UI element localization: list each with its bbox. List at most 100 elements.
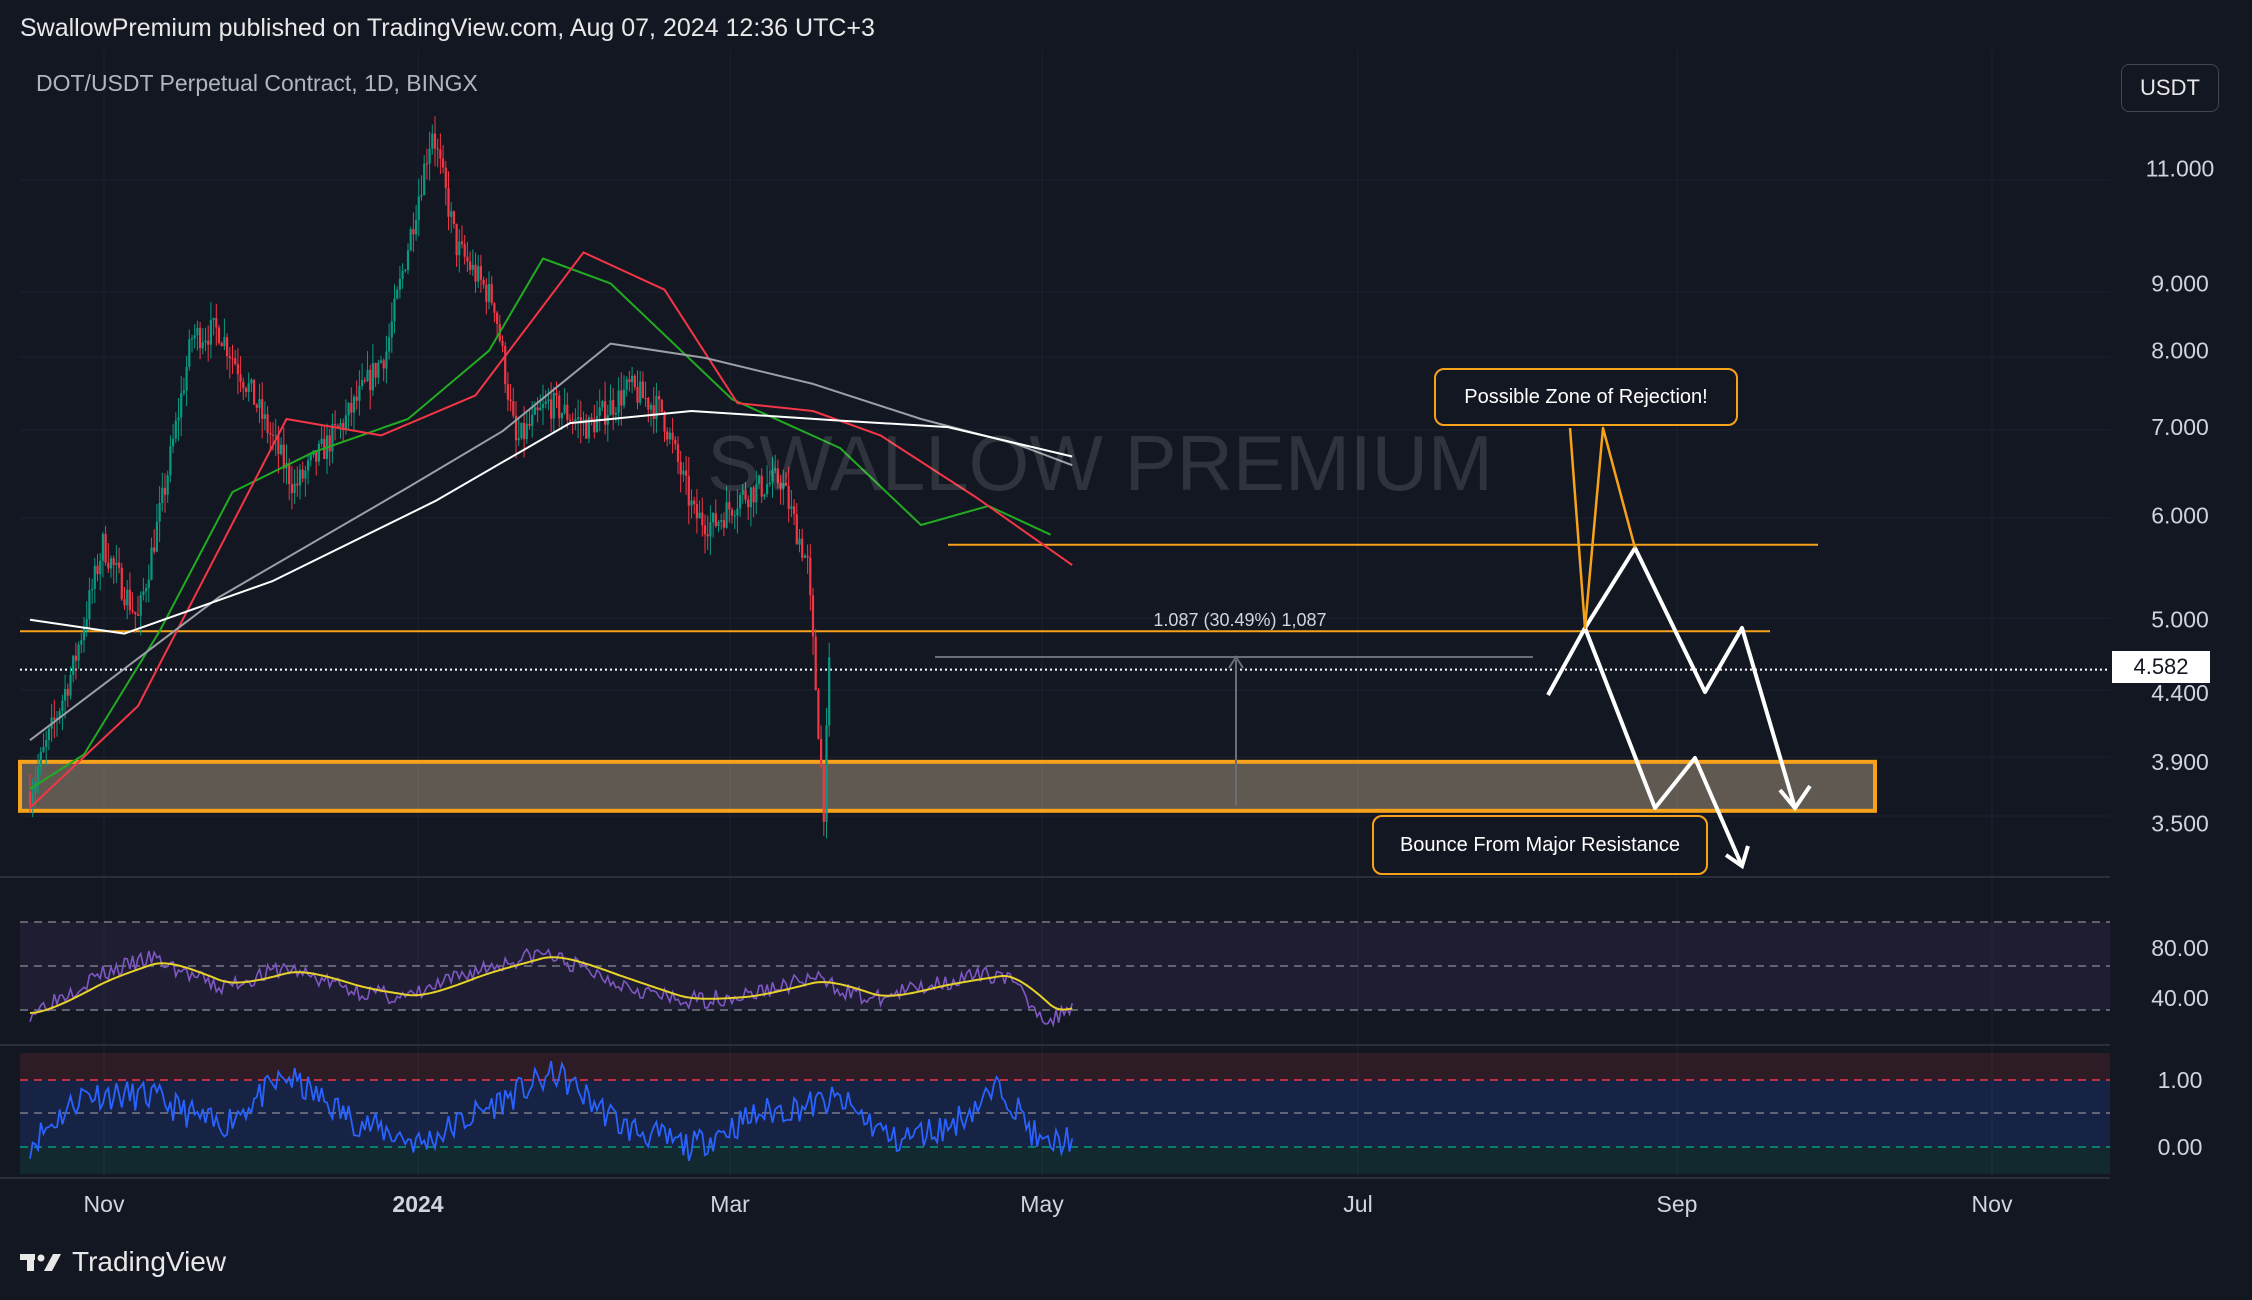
candle-body — [258, 399, 261, 408]
candle-body — [439, 149, 442, 159]
candle-body — [490, 284, 493, 304]
candle-body — [72, 655, 75, 675]
candle-body — [85, 619, 88, 628]
candle-body — [593, 419, 596, 433]
candle-body — [782, 483, 785, 489]
candle-body — [406, 250, 410, 271]
candle-body — [158, 503, 161, 522]
candle-body — [263, 414, 266, 419]
candle-body — [188, 339, 191, 367]
x-tick-label: Sep — [1657, 1191, 1698, 1217]
support-zone-box — [18, 759, 1877, 813]
candle-body — [536, 407, 539, 410]
candle-body — [69, 674, 72, 696]
candle-body — [104, 533, 107, 563]
candle-body — [136, 614, 140, 616]
candle-body — [639, 381, 642, 403]
candle-body — [374, 363, 377, 378]
candle-body — [433, 133, 437, 149]
candle-body — [304, 470, 307, 479]
candle-body — [271, 434, 275, 436]
candle-body — [99, 560, 102, 575]
candle-body — [180, 393, 183, 418]
candle-body — [442, 158, 445, 168]
price-axis[interactable]: 11.000 9.000 8.000 7.000 6.000 5.000 4.400 3.90… — [2146, 156, 2215, 1160]
candle-body — [282, 444, 285, 469]
candle-body — [693, 500, 696, 505]
candle-body — [174, 420, 177, 439]
candle-body — [506, 384, 509, 400]
candle-body — [423, 163, 426, 195]
current-price-tag: 4.582 — [2112, 651, 2210, 683]
candle-body — [822, 764, 825, 822]
candle-body — [663, 412, 666, 432]
candle-body — [247, 383, 250, 392]
candle-body — [690, 500, 693, 506]
candle-body — [169, 446, 172, 476]
candle-body — [142, 591, 145, 596]
projection-path-lower — [1583, 627, 1744, 867]
candle-body — [390, 321, 393, 338]
symbol-title[interactable]: DOT/USDT Perpetual Contract, 1D, BINGX — [36, 70, 478, 96]
time-axis[interactable]: Nov 2024 Mar May Jul Sep Nov — [84, 1191, 2013, 1217]
candle-body — [504, 345, 507, 385]
y-tick-label: 6.000 — [2151, 502, 2209, 528]
candle-body — [80, 640, 83, 645]
candle-body — [695, 504, 698, 519]
candle-body — [293, 483, 296, 493]
candle-body — [552, 392, 555, 419]
x-tick-label: 2024 — [392, 1191, 443, 1217]
candle-body — [595, 415, 599, 433]
candle-body — [652, 405, 655, 420]
candle-body — [463, 244, 466, 257]
candle-body — [126, 589, 129, 606]
candle-body — [112, 558, 115, 566]
candle-body — [166, 475, 169, 495]
candle-body — [736, 508, 739, 516]
x-tick-label: May — [1020, 1191, 1064, 1217]
rsi-tick-label: 40.00 — [2151, 985, 2209, 1011]
candle-body — [155, 521, 158, 552]
candle-body — [244, 388, 248, 392]
measure-label: 1.087 (30.49%) 1,087 — [1153, 610, 1326, 630]
candle-body — [714, 513, 717, 527]
candle-body — [460, 241, 464, 245]
candle-body — [266, 414, 269, 434]
candle-body — [466, 256, 469, 262]
candle-body — [655, 396, 658, 420]
candle-body — [806, 555, 809, 558]
candle-body — [741, 489, 744, 495]
candle-body — [93, 565, 96, 589]
candle-body — [253, 379, 256, 405]
ma-line-mid-ma — [29, 251, 1073, 809]
rejection-pointer — [1568, 426, 1637, 630]
candle-body — [612, 400, 615, 415]
tradingview-brand[interactable]: TradingView — [20, 1246, 226, 1278]
candles-layer — [28, 116, 831, 839]
osc-line — [29, 1060, 1074, 1162]
candle-body — [363, 380, 366, 382]
y-tick-label: 7.000 — [2151, 414, 2209, 440]
candle-body — [590, 417, 593, 420]
candle-body — [277, 435, 280, 454]
candle-body — [428, 148, 431, 164]
currency-button[interactable]: USDT — [2121, 64, 2219, 112]
candle-body — [212, 318, 215, 321]
brand-label: TradingView — [72, 1246, 227, 1277]
candle-body — [145, 587, 148, 592]
candle-body — [793, 506, 796, 515]
candle-body — [58, 711, 61, 718]
candle-body — [682, 470, 685, 475]
candle-body — [163, 487, 167, 495]
candle-body — [814, 636, 817, 690]
candle-body — [766, 484, 769, 495]
ma-line-ma-200 — [29, 410, 1073, 635]
candle-body — [512, 401, 515, 416]
candle-body — [417, 196, 420, 221]
tradingview-logo-icon — [20, 1254, 61, 1271]
candle-body — [109, 558, 113, 569]
candle-body — [61, 700, 64, 712]
candle-body — [455, 223, 458, 256]
osc-tick-label: 0.00 — [2158, 1134, 2203, 1160]
